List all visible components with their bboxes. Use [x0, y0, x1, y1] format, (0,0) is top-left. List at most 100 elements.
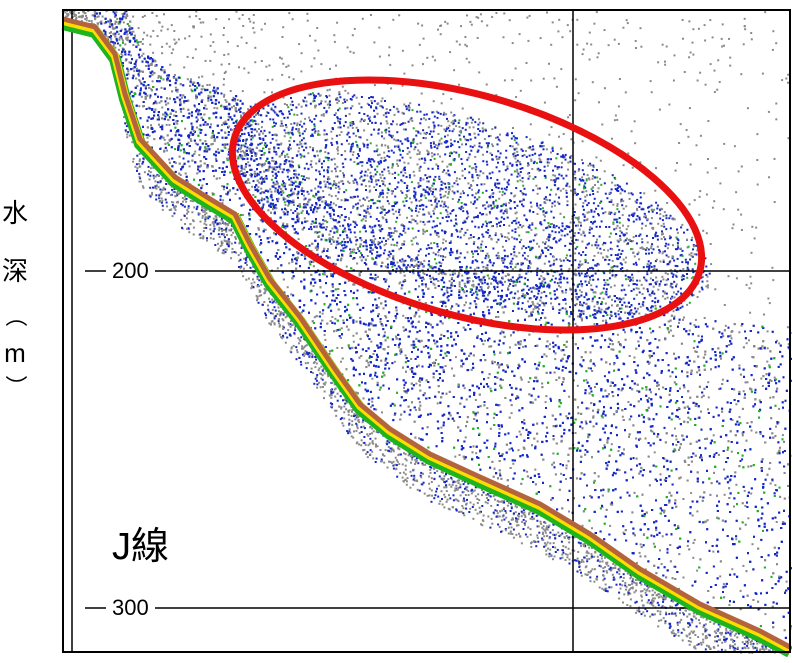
echo-point: [419, 142, 422, 145]
echo-point: [138, 105, 141, 108]
echo-point: [351, 34, 354, 37]
echo-point: [545, 148, 548, 151]
echo-point: [429, 187, 432, 190]
echo-point: [658, 388, 660, 391]
echo-point: [574, 232, 577, 235]
echo-point: [290, 123, 293, 125]
echo-point: [685, 129, 688, 131]
echo-point: [761, 72, 764, 75]
echo-point: [459, 192, 462, 195]
echo-point: [282, 62, 285, 65]
echo-point: [216, 107, 219, 110]
echo-point: [709, 243, 712, 245]
echo-point: [626, 22, 629, 25]
echo-point: [161, 45, 164, 48]
echo-point: [458, 83, 460, 86]
echo-point: [317, 49, 320, 52]
echo-point: [190, 88, 193, 91]
echo-point: [142, 38, 144, 41]
echo-point: [308, 34, 311, 37]
echo-point: [745, 342, 748, 345]
echo-point: [418, 43, 421, 46]
echo-point: [420, 92, 423, 95]
echo-point: [743, 17, 746, 20]
echo-point: [260, 126, 263, 129]
echo-point: [663, 292, 666, 295]
echo-point: [331, 227, 334, 230]
echo-point: [652, 542, 655, 545]
echo-point: [198, 18, 201, 20]
echo-point: [63, 10, 66, 13]
echo-point: [565, 467, 568, 470]
echo-point: [633, 120, 636, 123]
echo-point: [375, 408, 378, 411]
echo-point: [438, 139, 441, 142]
echo-point: [475, 452, 478, 455]
echo-point: [611, 137, 613, 140]
echo-point: [124, 43, 127, 46]
echo-point: [687, 416, 690, 419]
echo-point: [574, 99, 577, 102]
echo-point: [728, 604, 731, 606]
echo-point: [180, 110, 182, 113]
echo-point: [249, 135, 252, 138]
echo-point: [398, 282, 401, 285]
echo-point: [619, 229, 622, 232]
echo-point: [94, 10, 97, 13]
echo-point: [73, 13, 76, 16]
echo-point: [772, 279, 775, 282]
echo-point: [484, 128, 487, 131]
echo-point: [512, 462, 515, 465]
echo-point: [591, 527, 593, 530]
echo-point: [75, 14, 77, 17]
echo-point: [627, 401, 630, 403]
echo-point: [445, 289, 448, 292]
echo-point: [66, 13, 69, 15]
echo-point: [254, 46, 257, 49]
echo-point: [586, 194, 588, 197]
echo-point: [723, 304, 726, 306]
echo-point: [228, 18, 231, 21]
echo-point: [560, 147, 563, 150]
echo-point: [117, 21, 120, 24]
echo-point: [223, 72, 226, 74]
echo-point: [166, 141, 169, 144]
echo-point: [645, 246, 648, 249]
echo-point: [383, 137, 386, 140]
echo-point: [495, 12, 498, 14]
echo-point: [91, 14, 94, 17]
echo-point: [418, 407, 421, 410]
echo-point: [755, 226, 758, 229]
echo-point: [446, 22, 449, 25]
echo-point: [370, 14, 372, 16]
echo-point: [399, 281, 402, 284]
echo-point: [374, 180, 377, 183]
echo-point: [740, 229, 743, 231]
echo-point: [188, 165, 191, 168]
echo-point: [140, 95, 143, 98]
echo-point: [370, 340, 373, 343]
echo-point: [630, 330, 633, 333]
echo-point: [184, 127, 187, 130]
echo-point: [737, 208, 740, 211]
echo-point: [261, 165, 264, 168]
echo-point: [94, 17, 97, 20]
echo-point: [387, 145, 389, 148]
echo-point: [149, 96, 151, 99]
echo-point: [393, 113, 396, 116]
echo-point: [366, 102, 369, 105]
echo-point: [618, 469, 621, 472]
echo-point: [395, 230, 398, 233]
echo-point: [529, 123, 532, 126]
echo-point: [710, 263, 713, 266]
echo-point: [403, 103, 406, 106]
echo-point: [161, 25, 164, 28]
echo-point: [773, 201, 776, 203]
echo-point: [617, 105, 620, 108]
echo-point: [155, 102, 158, 105]
echo-point: [341, 85, 344, 88]
echo-point: [686, 544, 689, 547]
echo-point: [245, 179, 248, 182]
echo-point: [581, 524, 584, 527]
echo-point: [314, 39, 317, 42]
